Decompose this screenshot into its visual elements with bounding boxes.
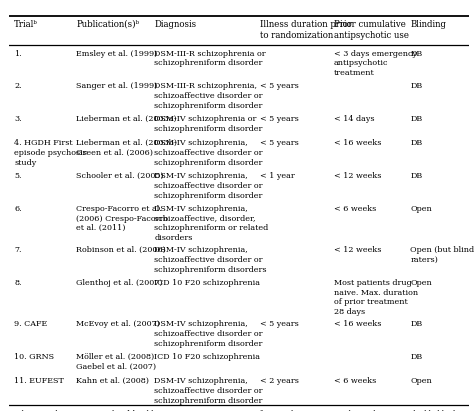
Text: Glenthoj et al. (2007): Glenthoj et al. (2007) (76, 279, 163, 287)
Text: < 16 weeks: < 16 weeks (334, 320, 381, 328)
Text: DB: DB (410, 139, 423, 147)
Text: Publication(s)ᵇ: Publication(s)ᵇ (76, 20, 139, 29)
Text: 7.: 7. (14, 246, 22, 254)
Text: DSM-III-R schizophrenia,
schizoaffective disorder or
schizophreniform disorder: DSM-III-R schizophrenia, schizoaffective… (155, 83, 263, 110)
Text: DSM-IV schizophrenia or
schizophreniform disorder: DSM-IV schizophrenia or schizophreniform… (155, 115, 263, 133)
Text: Open: Open (410, 377, 432, 385)
Text: Open: Open (410, 205, 432, 213)
Text: 9. CAFE: 9. CAFE (14, 320, 47, 328)
Text: Trialᵇ: Trialᵇ (14, 20, 38, 29)
Text: Kahn et al. (2008): Kahn et al. (2008) (76, 377, 149, 385)
Text: DB: DB (410, 115, 423, 123)
Text: 5.: 5. (14, 172, 22, 180)
Text: 4. HGDH First
episode psychosis
study: 4. HGDH First episode psychosis study (14, 139, 87, 167)
Text: Crespo-Facorro et al.
(2006) Crespo-Facorro
et al. (2011): Crespo-Facorro et al. (2006) Crespo-Faco… (76, 205, 168, 232)
Text: DB: DB (410, 50, 423, 58)
Text: < 5 years: < 5 years (260, 115, 299, 123)
Text: < 3 days emergency
antipsychotic
treatment: < 3 days emergency antipsychotic treatme… (334, 50, 417, 77)
Text: DSM-IV schizophrenia,
schizoaffective disorder or
schizophreniform disorder: DSM-IV schizophrenia, schizoaffective di… (155, 377, 263, 404)
Text: < 5 years: < 5 years (260, 139, 299, 147)
Text: Sanger et al. (1999): Sanger et al. (1999) (76, 83, 157, 90)
Text: Lieberman et al. (2003b)
Green et al. (2006): Lieberman et al. (2003b) Green et al. (2… (76, 139, 177, 157)
Text: 3.: 3. (14, 115, 22, 123)
Text: ICD 10 F20 schizophrenia: ICD 10 F20 schizophrenia (155, 353, 260, 361)
Text: < 2 years: < 2 years (260, 377, 299, 385)
Text: Blinding: Blinding (410, 20, 447, 29)
Text: 2.: 2. (14, 83, 22, 90)
Text: Emsley et al. (1999): Emsley et al. (1999) (76, 50, 157, 58)
Text: DSM-IV schizophrenia,
schizoaffective disorder or
schizophreniform disorder: DSM-IV schizophrenia, schizoaffective di… (155, 139, 263, 167)
Text: 8.: 8. (14, 279, 22, 287)
Text: < 12 weeks: < 12 weeks (334, 172, 381, 180)
Text: Lieberman et al. (2003a): Lieberman et al. (2003a) (76, 115, 177, 123)
Text: < 1 year: < 1 year (260, 172, 295, 180)
Text: DB: DB (410, 172, 423, 180)
Text: DB: DB (410, 320, 423, 328)
Text: McEvoy et al. (2007): McEvoy et al. (2007) (76, 320, 160, 328)
Text: DB: DB (410, 83, 423, 90)
Text: Schooler et al. (2005): Schooler et al. (2005) (76, 172, 164, 180)
Text: 6.: 6. (14, 205, 22, 213)
Text: Open: Open (410, 279, 432, 287)
Text: Illness duration prior
to randomization: Illness duration prior to randomization (260, 20, 352, 40)
Text: < 14 days: < 14 days (334, 115, 374, 123)
Text: < 12 weeks: < 12 weeks (334, 246, 381, 254)
Text: Möller et al. (2008)
Gaebel et al. (2007): Möller et al. (2008) Gaebel et al. (2007… (76, 353, 156, 371)
Text: < 16 weeks: < 16 weeks (334, 139, 381, 147)
Text: < 6 weeks: < 6 weeks (334, 205, 376, 213)
Text: Open (but blind
raters): Open (but blind raters) (410, 246, 474, 264)
Text: < 5 years: < 5 years (260, 320, 299, 328)
Text: Robinson et al. (2006): Robinson et al. (2006) (76, 246, 166, 254)
Text: DSM-IV schizophrenia,
schizoaffective disorder or
schizophreniform disorders: DSM-IV schizophrenia, schizoaffective di… (155, 246, 267, 274)
Text: DSM-IV schizophrenia,
schizoaffective disorder or
schizophreniform disorder: DSM-IV schizophrenia, schizoaffective di… (155, 172, 263, 200)
Text: DSM-III-R schizophrenia or
schizophreniform disorder: DSM-III-R schizophrenia or schizophrenif… (155, 50, 266, 67)
Text: < 5 years: < 5 years (260, 83, 299, 90)
Text: 1.: 1. (14, 50, 22, 58)
Text: Prior cumulative
antipsychotic use: Prior cumulative antipsychotic use (334, 20, 409, 40)
Text: ᵃEleven trials were reported as 14 publications. CAFE: Comparison of Atypicals i: ᵃEleven trials were reported as 14 publi… (14, 410, 474, 411)
Text: DSM-IV schizophrenia,
schizoaffective, disorder,
schizophreniform or related
dis: DSM-IV schizophrenia, schizoaffective, d… (155, 205, 269, 242)
Text: < 6 weeks: < 6 weeks (334, 377, 376, 385)
Text: Diagnosis: Diagnosis (155, 20, 196, 29)
Text: ICD 10 F20 schizophrenia: ICD 10 F20 schizophrenia (155, 279, 260, 287)
Text: Most patients drug
naive. Max. duration
of prior treatment
28 days: Most patients drug naive. Max. duration … (334, 279, 418, 316)
Text: DB: DB (410, 353, 423, 361)
Text: 11. EUFEST: 11. EUFEST (14, 377, 64, 385)
Text: DSM-IV schizophrenia,
schizoaffective disorder or
schizophreniform disorder: DSM-IV schizophrenia, schizoaffective di… (155, 320, 263, 348)
Text: 10. GRNS: 10. GRNS (14, 353, 54, 361)
